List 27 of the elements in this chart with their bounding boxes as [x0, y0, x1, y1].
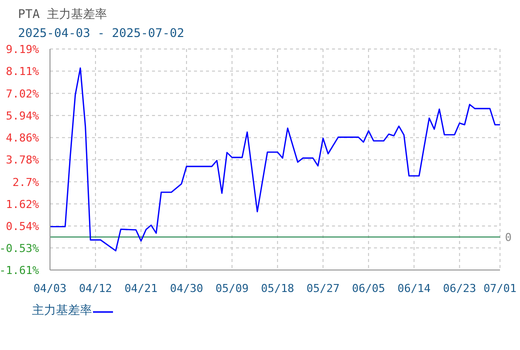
y-tick-label: 0.54% — [6, 220, 40, 234]
y-tick-label: -1.61% — [0, 264, 40, 277]
chart-subtitle: 2025-04-03 - 2025-07-02 — [18, 26, 184, 40]
y-tick-label: 4.86% — [6, 132, 40, 145]
line-series — [50, 67, 500, 252]
x-tick-label: 04/30 — [170, 282, 204, 295]
chart-title: PTA 主力基差率 — [18, 6, 107, 23]
x-tick-label: 05/18 — [260, 282, 294, 295]
legend-label: 主力基差率 — [32, 302, 92, 319]
x-tick-label: 07/01 — [483, 282, 517, 295]
y-tick-label: -0.53% — [0, 242, 40, 255]
x-tick-label: 06/14 — [397, 282, 431, 295]
x-tick-label: 04/03 — [33, 282, 67, 295]
x-tick-label: 05/09 — [215, 282, 249, 295]
y-tick-label: 2.7% — [12, 176, 40, 189]
x-tick-label: 04/12 — [78, 282, 112, 295]
x-tick-label: 05/27 — [306, 282, 340, 295]
y-tick-label: 3.78% — [6, 154, 40, 167]
x-tick-label: 06/05 — [352, 282, 386, 295]
y-tick-label: 8.11% — [6, 65, 40, 78]
y-tick-label: 9.19% — [6, 43, 40, 56]
x-tick-label: 06/23 — [442, 282, 476, 295]
y-tick-label: 7.02% — [6, 87, 40, 100]
y-tick-label: 1.62% — [6, 198, 40, 211]
x-tick-label: 04/21 — [124, 282, 158, 295]
y-tick-label: 5.94% — [6, 110, 40, 123]
ref-line-label: 0 — [505, 230, 512, 244]
